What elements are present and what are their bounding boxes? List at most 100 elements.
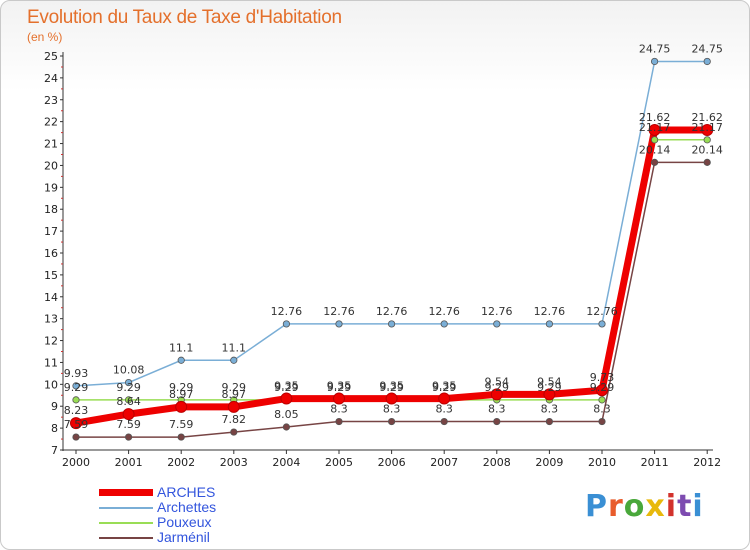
data-label: 9.35 <box>432 380 457 393</box>
logo-letter: i <box>692 489 704 524</box>
legend-label-archettes: Archettes <box>157 499 217 515</box>
legend-swatch-pouxeux <box>99 522 153 524</box>
data-point <box>493 417 501 426</box>
data-label: 9.93 <box>64 367 89 380</box>
data-label: 9.73 <box>590 371 615 384</box>
y-tick-label: 24 <box>44 72 58 85</box>
data-label: 10.08 <box>113 364 145 377</box>
data-label: 8.05 <box>274 408 299 421</box>
data-label: 9.29 <box>222 381 247 394</box>
data-point <box>703 136 711 144</box>
data-label: 8.23 <box>64 404 89 417</box>
data-point <box>387 320 396 328</box>
data-label: 8.3 <box>541 403 559 416</box>
data-label: 8.3 <box>435 403 453 416</box>
data-label: 9.29 <box>379 381 404 394</box>
data-point <box>335 417 343 426</box>
data-point <box>282 320 290 328</box>
data-point <box>650 158 659 166</box>
legend-swatch-arches <box>99 489 153 496</box>
x-tick-label: 2012 <box>693 456 721 469</box>
logo-letter: o <box>623 489 646 524</box>
chart-unit-label: (en %) <box>27 30 63 44</box>
data-point <box>598 417 606 426</box>
y-tick-label: 21 <box>44 138 58 151</box>
y-tick-label: 15 <box>44 269 58 282</box>
data-point <box>72 382 80 390</box>
data-point <box>230 356 238 364</box>
data-label: 21.17 <box>691 121 723 134</box>
data-label: 9.29 <box>485 381 510 394</box>
data-label: 9.35 <box>327 380 352 393</box>
x-tick-label: 2008 <box>483 456 511 469</box>
data-label: 21.17 <box>639 121 671 134</box>
data-label: 24.75 <box>691 42 723 55</box>
data-label: 8.97 <box>169 388 194 401</box>
data-point <box>387 417 396 426</box>
data-label: 12.76 <box>481 305 513 318</box>
y-tick-label: 16 <box>44 247 58 260</box>
x-tick-label: 2000 <box>62 456 90 469</box>
data-label: 9.35 <box>274 380 299 393</box>
x-tick-label: 2003 <box>220 456 248 469</box>
y-tick-label: 13 <box>44 313 58 326</box>
x-tick-label: 2011 <box>641 456 669 469</box>
legend-label-jarmenil: Jarménil <box>157 529 210 545</box>
data-point <box>545 320 554 328</box>
data-label: 9.54 <box>485 375 510 388</box>
data-label: 7.59 <box>116 418 141 431</box>
data-point <box>282 423 290 431</box>
x-tick-label: 2010 <box>588 456 616 469</box>
data-label: 11.1 <box>169 341 194 354</box>
data-point <box>703 57 711 66</box>
data-point <box>72 433 80 441</box>
data-point <box>227 400 240 413</box>
data-label: 8.3 <box>383 403 401 416</box>
x-tick-label: 2002 <box>167 456 195 469</box>
data-label: 8.97 <box>222 388 247 401</box>
x-tick-label: 2006 <box>378 456 406 469</box>
logo-letter: x <box>645 489 666 524</box>
data-point <box>493 320 501 328</box>
data-point <box>440 417 448 426</box>
y-tick-label: 11 <box>44 356 58 369</box>
x-tick-label: 2001 <box>115 456 143 469</box>
data-label: 8.3 <box>488 403 506 416</box>
logo-letter: r <box>608 489 624 524</box>
legend-swatch-jarmenil <box>99 537 153 539</box>
data-label: 12.76 <box>271 305 303 318</box>
data-label: 24.75 <box>639 42 671 55</box>
y-tick-label: 7 <box>51 444 58 457</box>
data-point <box>543 388 556 401</box>
x-tick-label: 2007 <box>430 456 458 469</box>
data-label: 21.62 <box>639 111 671 124</box>
data-point <box>596 384 608 397</box>
data-point <box>333 392 345 405</box>
data-label: 9.29 <box>169 381 194 394</box>
y-tick-label: 8 <box>51 422 58 435</box>
data-point <box>125 433 133 441</box>
logo-letter: t <box>677 489 693 524</box>
data-label: 8.64 <box>116 395 141 408</box>
data-point <box>72 396 80 404</box>
data-point <box>125 378 133 387</box>
logo-letter: i <box>665 489 678 524</box>
y-tick-label: 18 <box>44 203 58 216</box>
legend-label-arches: ARCHES <box>157 484 216 500</box>
data-point <box>70 417 82 430</box>
data-label: 9.29 <box>274 381 299 394</box>
legend-swatch-archettes <box>99 507 153 509</box>
data-point <box>598 396 606 404</box>
y-tick-label: 10 <box>44 378 58 391</box>
data-point <box>598 320 606 328</box>
data-label: 12.76 <box>376 305 408 318</box>
data-point <box>385 392 398 405</box>
y-tick-label: 23 <box>44 94 58 107</box>
logo-letter: P <box>585 489 608 524</box>
data-label: 9.54 <box>537 375 562 388</box>
data-label: 21.62 <box>691 111 723 124</box>
data-label: 7.59 <box>169 418 194 431</box>
axes: 7 8 9 10 11 12 13 14 15 16 17 18 19 20 21 22 23 24 25 2000 2… <box>44 50 721 469</box>
